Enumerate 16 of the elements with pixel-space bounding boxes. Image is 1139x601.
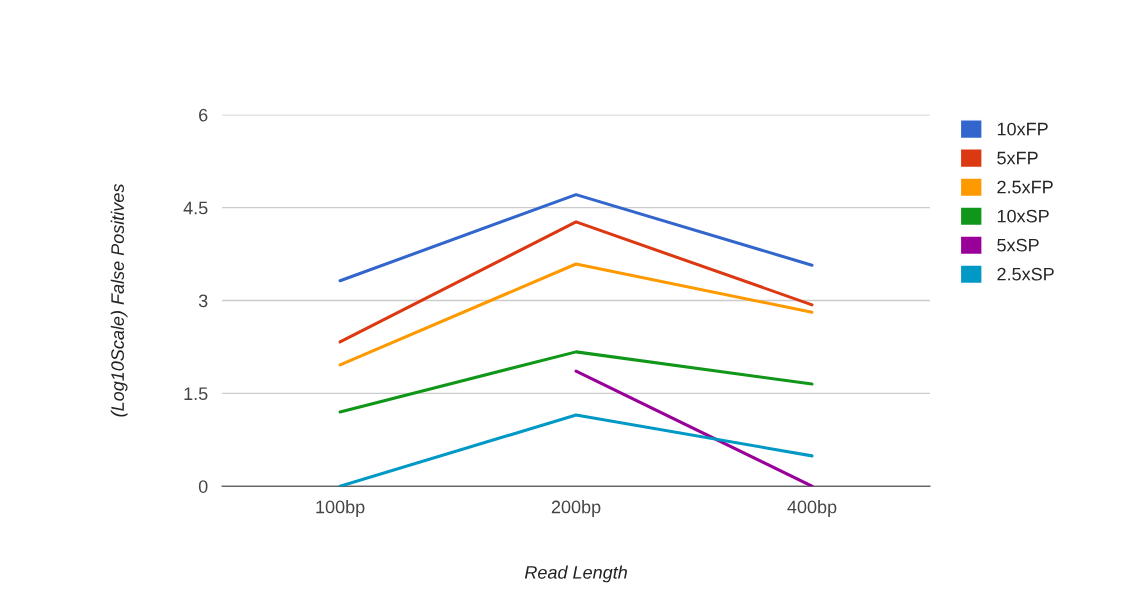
x-tick-label: 100bp: [316, 500, 365, 517]
legend-label: 10xSP: [997, 209, 1049, 223]
legend-label: 2.5xSP: [997, 267, 1054, 281]
y-tick-label: 0: [198, 480, 208, 493]
y-axis-title: (Log10Scale) False Positives: [110, 183, 128, 417]
y-tick-label: 1.5: [184, 387, 208, 401]
legend-label: 5xSP: [997, 238, 1039, 252]
legend-label: 10xFP: [997, 122, 1048, 136]
x-tick-label: 400bp: [787, 500, 837, 517]
y-tick-label: 3: [198, 294, 208, 308]
x-axis-title: Read Length: [524, 565, 627, 583]
y-tick-label: 6: [199, 108, 208, 122]
legend-label: 2.5xFP: [997, 180, 1053, 194]
x-tick-label: 200bp: [551, 500, 601, 517]
y-tick-label: 4.5: [183, 201, 208, 215]
legend-label: 5xFP: [997, 151, 1038, 165]
